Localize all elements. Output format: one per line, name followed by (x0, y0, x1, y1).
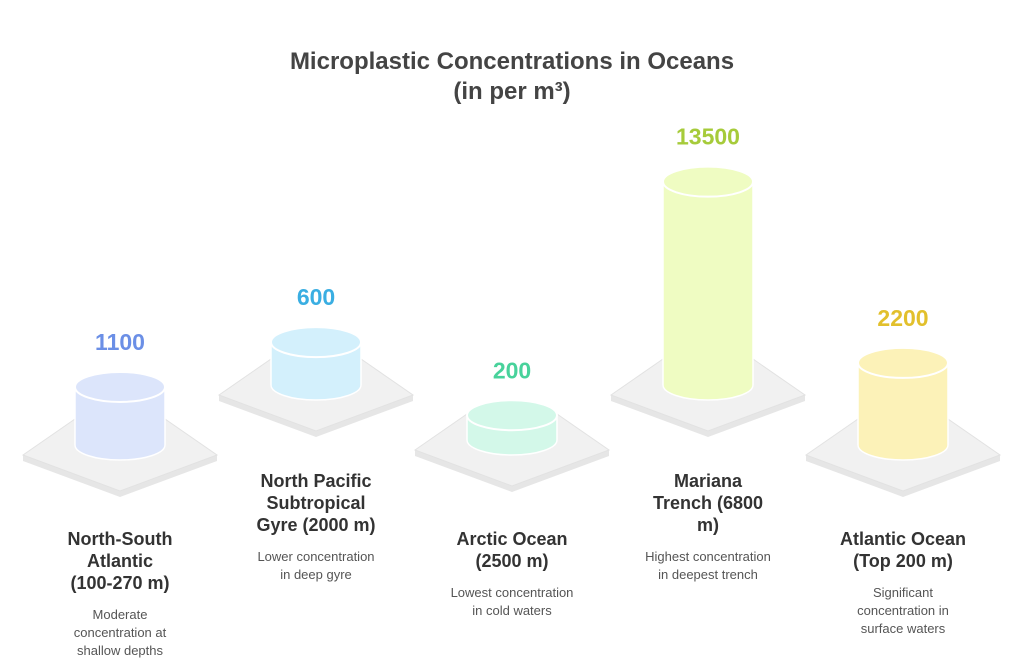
category-label: North Pacific Subtropical Gyre (2000 m) Low… (216, 470, 416, 584)
category-title: Trench (6800 (652, 493, 764, 513)
category-title: (100-270 m) (70, 573, 170, 593)
category-title: Arctic Ocean (456, 529, 568, 549)
category-label: Mariana Trench (6800 m) Highest concentrati… (608, 470, 808, 584)
cylinder-top (270, 326, 362, 359)
category-title: Atlantic (86, 551, 153, 571)
category-description: Moderate (92, 607, 148, 622)
category-title: m) (697, 515, 719, 535)
category-description: Significant (873, 585, 933, 600)
value-label: 600 (297, 284, 335, 310)
category-title: North Pacific (260, 471, 372, 491)
category-description: Lowest concentration (450, 585, 574, 600)
cylinder-top (466, 399, 558, 432)
cylinder (662, 165, 754, 401)
value-label: 13500 (676, 124, 740, 150)
spacer (20, 594, 220, 606)
category-description: Lower concentration (257, 549, 375, 564)
category-title: North-South (67, 529, 173, 549)
category-title: Subtropical (266, 493, 366, 513)
cylinder (74, 370, 166, 461)
cylinder (270, 326, 362, 401)
category-description: in cold waters (472, 603, 552, 618)
category-description: concentration at (73, 625, 167, 640)
category-description: surface waters (860, 621, 946, 636)
cylinder (466, 399, 558, 456)
cylinder-body (270, 341, 362, 401)
chart-subtitle: (in per m³) (453, 78, 571, 105)
cylinder-body (857, 362, 949, 461)
category-title: (2500 m) (475, 551, 549, 571)
category-title: Mariana (673, 471, 743, 491)
category-description: in deep gyre (280, 567, 352, 582)
category-label: Arctic Ocean (2500 m) Lowest concentration… (412, 528, 612, 620)
cylinder (857, 346, 949, 461)
category-description: shallow depths (77, 643, 163, 658)
cylinder-top (74, 370, 166, 403)
cylinder-body (74, 386, 166, 461)
category-description: concentration in (857, 603, 949, 618)
category-title: Gyre (2000 m) (256, 515, 376, 535)
spacer (216, 536, 416, 548)
category-label: Atlantic Ocean (Top 200 m) Significant conc… (803, 528, 1003, 638)
spacer (412, 572, 612, 584)
cylinder-body (662, 180, 754, 401)
cylinder-top (857, 346, 949, 379)
category-description: Highest concentration (645, 549, 771, 564)
cylinder-top (662, 165, 754, 198)
value-label: 2200 (877, 305, 928, 331)
category-description: in deepest trench (658, 567, 758, 582)
chart-title: Microplastic Concentrations in Oceans (289, 48, 735, 75)
category-title: (Top 200 m) (853, 551, 953, 571)
category-title: Atlantic Ocean (839, 529, 967, 549)
value-label: 1100 (95, 329, 145, 355)
value-label: 200 (493, 357, 531, 383)
spacer (608, 536, 808, 548)
spacer (803, 572, 1003, 584)
category-label: North-South Atlantic (100-270 m) Moderate co… (20, 528, 220, 660)
